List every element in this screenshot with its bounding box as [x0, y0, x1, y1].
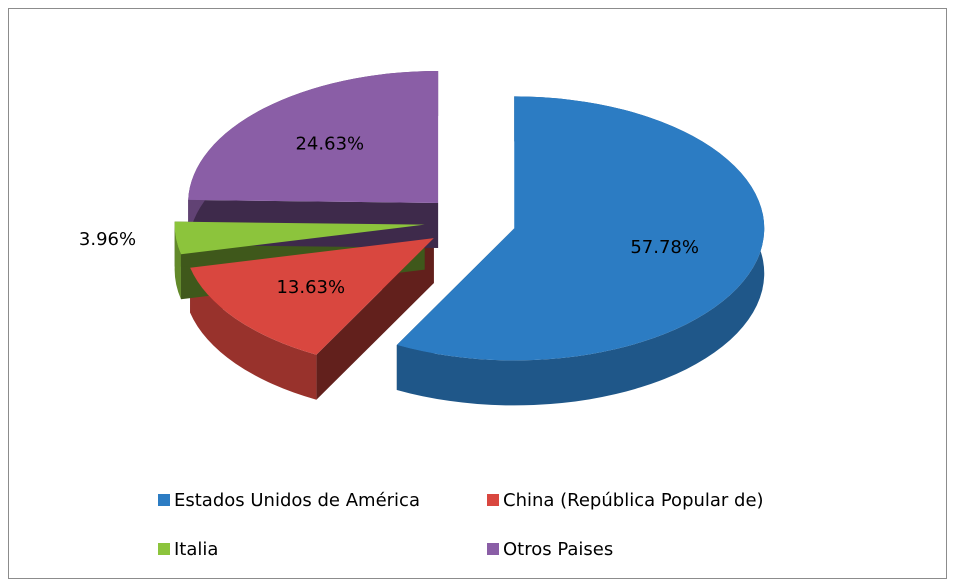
- legend-label: Otros Paises: [503, 539, 613, 560]
- legend-swatch: [158, 543, 170, 555]
- outer-wall: [174, 221, 181, 300]
- outer-wall: [396, 96, 765, 406]
- data-label: 3.96%: [79, 229, 136, 250]
- legend-swatch: [158, 494, 170, 506]
- pie-slice: [396, 96, 765, 361]
- legend-swatch: [487, 494, 499, 506]
- legend-label: Italia: [174, 539, 218, 560]
- data-label: 24.63%: [295, 133, 364, 154]
- legend-label: Estados Unidos de América: [174, 490, 420, 511]
- pie-slice: [188, 70, 439, 203]
- data-label: 13.63%: [276, 277, 345, 298]
- pie-slice: [190, 238, 434, 355]
- legend-swatch: [487, 543, 499, 555]
- legend-label: China (República Popular de): [503, 490, 764, 511]
- pie-slice: [174, 221, 425, 255]
- data-label: 57.78%: [630, 237, 699, 258]
- outer-wall: [190, 267, 317, 400]
